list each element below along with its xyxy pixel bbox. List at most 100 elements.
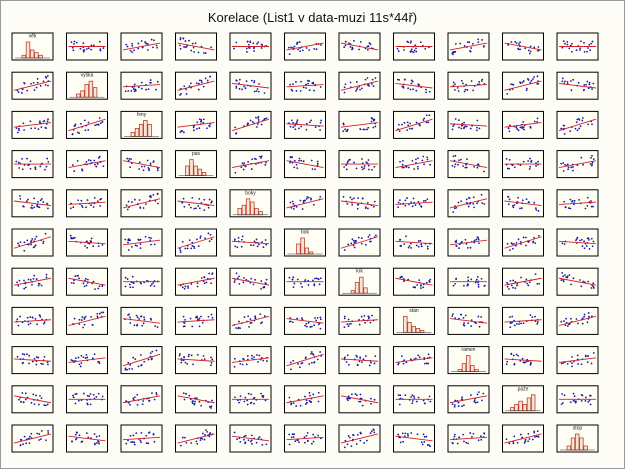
regression-line (558, 277, 597, 286)
scatter-point (470, 278, 473, 281)
scatter-point (588, 43, 591, 46)
scatter-point (137, 365, 140, 368)
scatter-point (315, 319, 318, 322)
scatter-point (529, 45, 532, 48)
scatter-point (310, 198, 312, 201)
scatter-point (47, 207, 49, 210)
scatter-point (46, 157, 49, 160)
chart-title: Korelace (List1 v data-muzi 11s*44ř) (207, 10, 418, 25)
scatter-point (253, 50, 255, 52)
scatter-point (358, 323, 361, 326)
scatter-point (233, 357, 236, 360)
scatter-point (580, 238, 583, 241)
scatter-point (425, 88, 427, 91)
scatter-point (582, 280, 585, 283)
scatter-point (36, 432, 39, 435)
scatter-point (292, 208, 295, 210)
matrix-cell-r10-c9 (447, 385, 490, 414)
scatter-point (564, 42, 566, 45)
regression-line (395, 435, 433, 442)
scatter-point (30, 432, 33, 435)
scatter-point (197, 205, 200, 207)
scatter-point (467, 205, 470, 208)
scatter-point (571, 362, 573, 365)
scatter-point (509, 279, 512, 282)
regression-line (340, 236, 379, 249)
scatter-point (129, 49, 132, 52)
scatter-point (183, 287, 186, 290)
scatter-point (74, 402, 77, 405)
scatter-point (149, 162, 152, 165)
scatter-point (196, 121, 199, 124)
scatter-point (147, 166, 150, 169)
scatter-point (519, 359, 522, 362)
scatter-point (417, 245, 420, 248)
scatter-point (153, 243, 156, 246)
scatter-point (375, 234, 377, 237)
scatter-point (38, 433, 41, 435)
scatter-point (134, 244, 137, 247)
scatter-point (578, 198, 580, 201)
scatter-point (98, 442, 100, 445)
scatter-point (508, 288, 510, 290)
regression-line (231, 160, 270, 168)
scatter-point (19, 400, 22, 403)
scatter-point (481, 202, 484, 204)
scatter-point (465, 83, 467, 86)
variable-label: boky (245, 190, 256, 196)
scatter-point (139, 247, 142, 250)
regression-line (177, 236, 215, 249)
scatter-point (310, 197, 312, 200)
scatter-point (515, 242, 518, 244)
scatter-point (250, 168, 253, 170)
scatter-point (303, 436, 306, 439)
scatter-point (76, 159, 79, 162)
scatter-point (589, 49, 591, 52)
regression-line (558, 160, 597, 168)
scatter-point (414, 204, 417, 206)
scatter-point (412, 51, 415, 54)
scatter-point (477, 163, 480, 166)
regression-line (340, 200, 379, 207)
scatter-point (190, 82, 192, 85)
scatter-point (73, 317, 76, 320)
scatter-point (359, 400, 362, 403)
scatter-point (410, 79, 413, 82)
scatter-point (245, 51, 248, 53)
scatter-point (197, 245, 200, 248)
scatter-point (180, 359, 183, 362)
scatter-point (316, 162, 319, 165)
scatter-point (319, 316, 322, 319)
scatter-point (129, 322, 132, 324)
matrix-cell-r10-c3 (120, 385, 163, 414)
scatter-point (346, 130, 349, 132)
scatter-point (143, 360, 146, 363)
scatter-point (128, 157, 131, 160)
scatter-point (428, 90, 431, 93)
scatter-point (243, 316, 246, 318)
scatter-point (243, 85, 246, 88)
scatter-point (260, 123, 263, 126)
matrix-cell-r10-c1 (11, 385, 54, 414)
scatter-point (458, 159, 460, 162)
scatter-point (149, 79, 152, 81)
scatter-point (235, 132, 238, 134)
scatter-point (532, 78, 534, 80)
scatter-point (365, 161, 368, 163)
scatter-point (184, 40, 187, 42)
scatter-point (98, 435, 101, 437)
scatter-point (519, 207, 521, 210)
scatter-point (537, 160, 539, 163)
scatter-point (35, 394, 37, 397)
scatter-point (96, 312, 99, 315)
scatter-point (210, 356, 212, 359)
scatter-point (134, 358, 137, 360)
matrix-cell-r6-c7 (338, 228, 381, 257)
scatter-point (418, 279, 421, 282)
scatter-point (97, 245, 100, 247)
scatter-point (519, 433, 522, 436)
scatter-point (236, 399, 239, 402)
matrix-cell-r2-c6 (284, 71, 326, 100)
matrix-cell-r7-c3 (120, 267, 163, 296)
